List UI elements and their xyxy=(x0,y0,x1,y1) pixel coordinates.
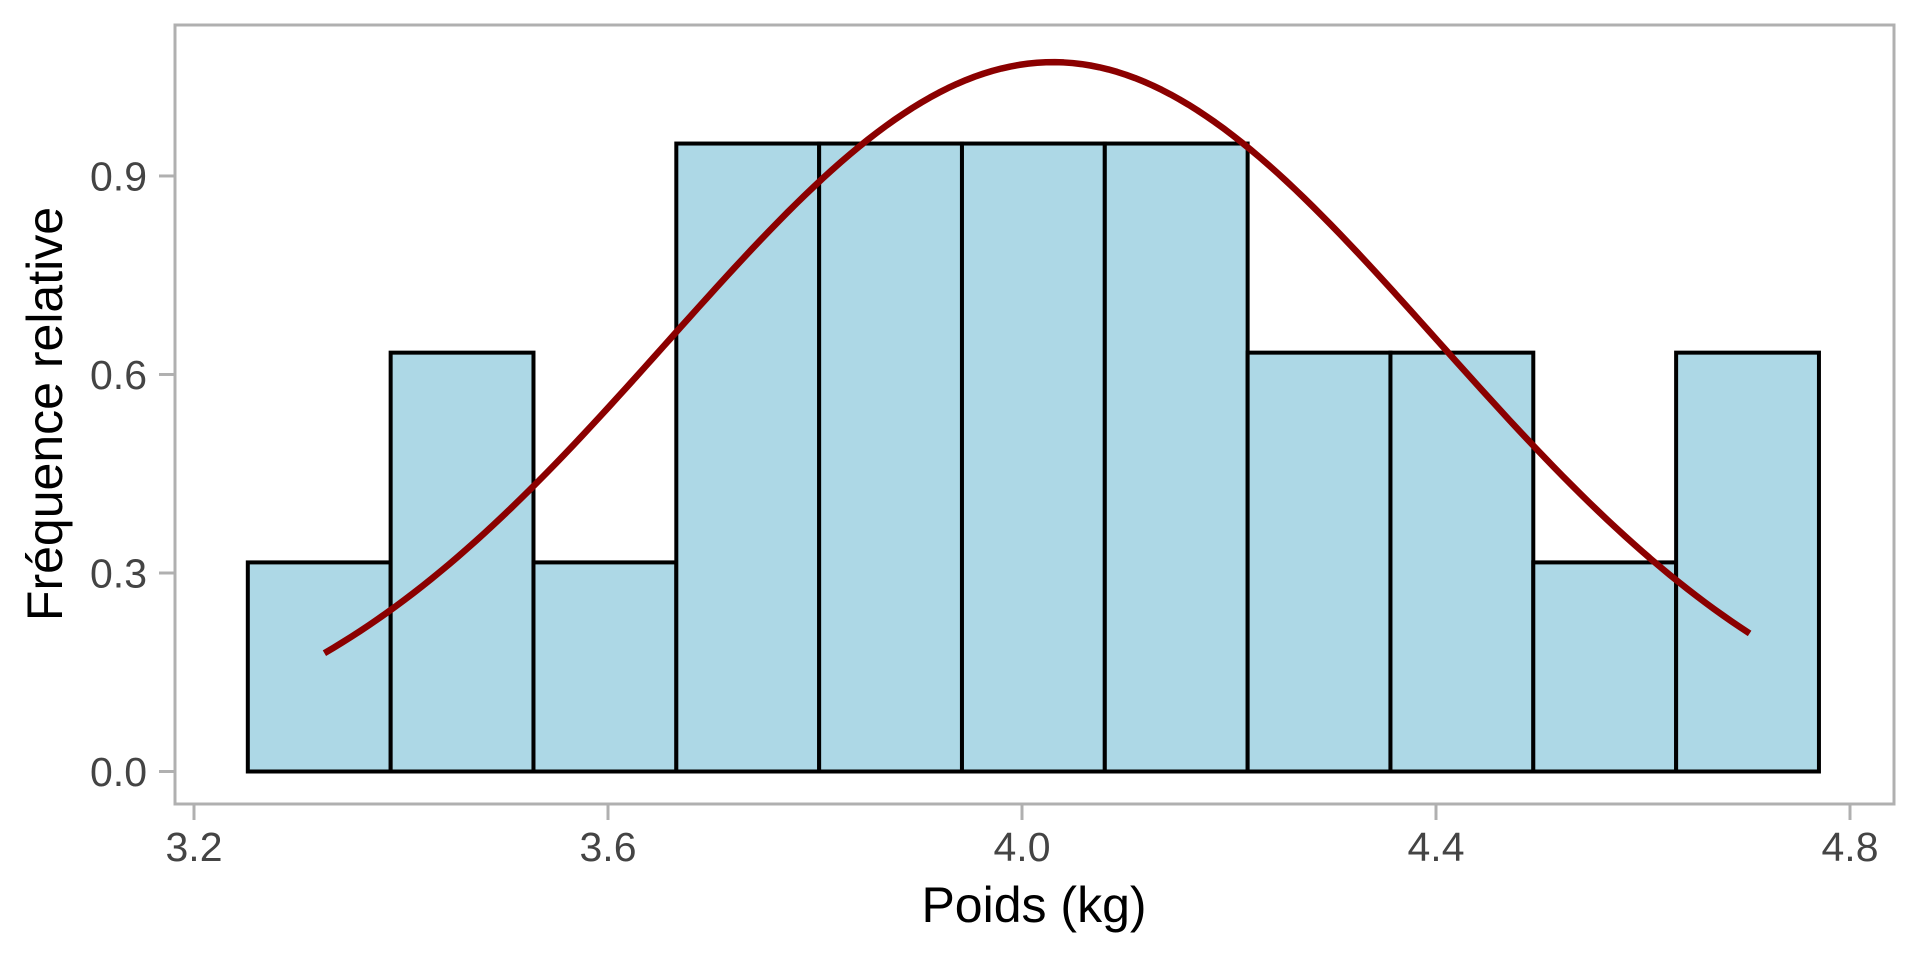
y-axis-title: Fréquence relative xyxy=(17,207,73,621)
chart-layer: 3.2 3.6 4.0 4.4 4.8 0.0 0.3 0.6 0.9 xyxy=(90,23,1896,870)
histogram-bar xyxy=(817,141,964,774)
y-tick-label: 0.3 xyxy=(90,550,147,596)
histogram-bar xyxy=(245,560,393,774)
x-tick-label: 3.6 xyxy=(580,824,637,870)
density-curve xyxy=(322,58,1752,656)
y-tick-label: 0.0 xyxy=(90,749,147,795)
histogram-bar xyxy=(1102,141,1250,774)
histogram-bar xyxy=(1531,560,1679,774)
x-axis-title: Poids (kg) xyxy=(921,877,1146,933)
x-tick-label: 3.2 xyxy=(166,824,223,870)
x-tick-label: 4.0 xyxy=(994,824,1051,870)
histogram-bar xyxy=(959,141,1107,774)
x-tick-label: 4.8 xyxy=(1822,824,1879,870)
histogram-bar xyxy=(1388,350,1536,774)
histogram-bar xyxy=(1674,350,1821,774)
y-tick-label: 0.6 xyxy=(90,352,147,398)
plot-panel-border xyxy=(173,23,1896,806)
y-tick-label: 0.9 xyxy=(90,153,147,199)
histogram-bar xyxy=(1245,350,1393,774)
histogram-bar xyxy=(531,560,679,774)
histogram-bar xyxy=(388,350,536,774)
histogram-bar xyxy=(674,141,822,774)
x-tick-label: 4.4 xyxy=(1408,824,1465,870)
